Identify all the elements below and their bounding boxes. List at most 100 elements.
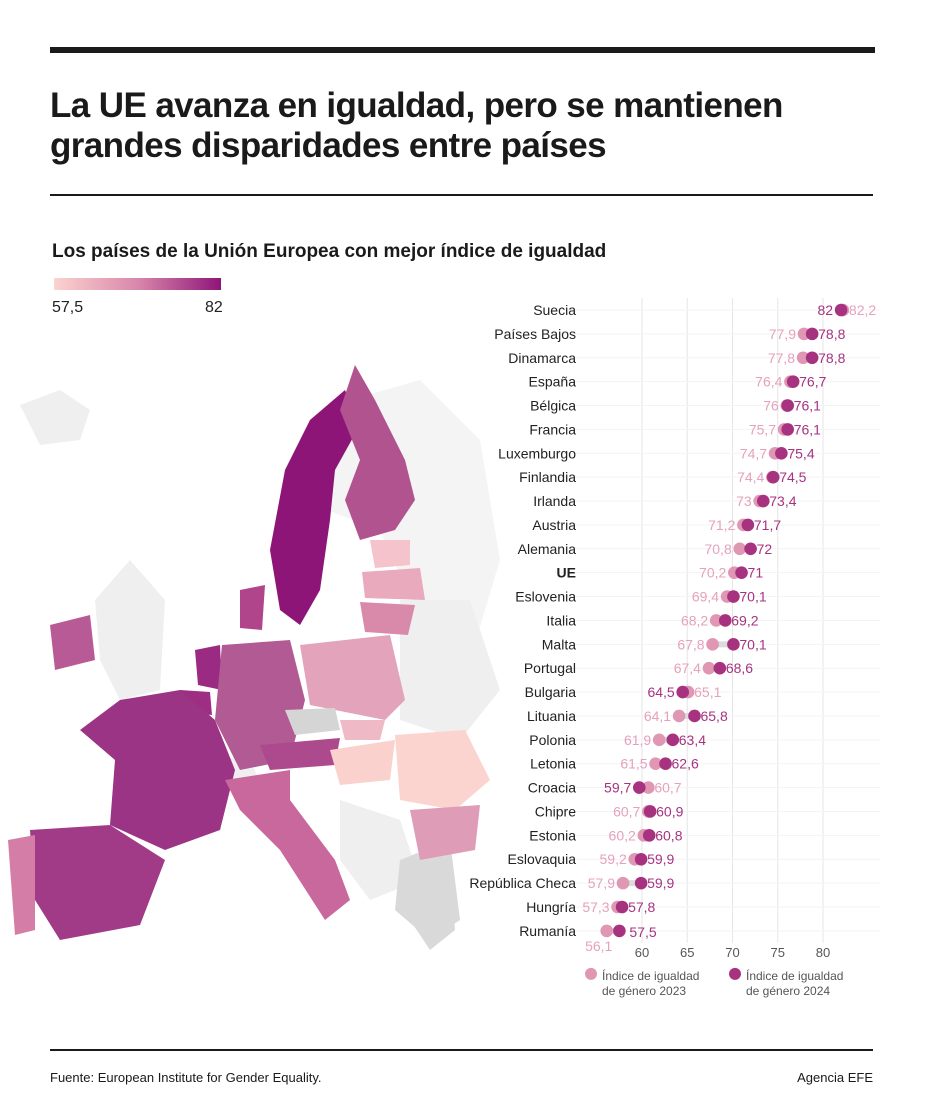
label-2024: 59,9: [647, 851, 674, 867]
label-2024: 76,1: [794, 398, 821, 414]
label-2023: 57,3: [582, 899, 609, 915]
country-bulgaria: [410, 805, 480, 860]
x-tick-label: 60: [635, 945, 649, 960]
label-2023: 82,2: [849, 302, 876, 318]
label-2023: 56,1: [585, 938, 612, 954]
dot-2024: [688, 709, 701, 723]
label-2024: 63,4: [679, 732, 706, 748]
dot-2024: [632, 781, 646, 794]
country-greece: [400, 860, 455, 950]
dot-2024: [781, 423, 795, 436]
label-2023: 74,4: [737, 469, 764, 485]
dot-2024: [676, 685, 690, 699]
country-label: Lituania: [527, 708, 576, 724]
label-2024: 62,6: [672, 756, 699, 772]
dot-2024: [744, 542, 757, 556]
label-2024: 73,4: [769, 493, 796, 509]
country-label: Estonia: [529, 827, 576, 843]
label-2024: 78,8: [818, 326, 845, 342]
dot-2023: [702, 661, 716, 675]
country-label: Hungría: [526, 899, 576, 915]
country-label: Dinamarca: [508, 350, 576, 366]
dot-2023: [649, 757, 662, 771]
dot-2024: [756, 494, 770, 508]
dot-2024: [805, 351, 819, 365]
x-tick-label: 70: [725, 945, 739, 960]
footer-rule: [50, 1049, 873, 1051]
country-france: [80, 690, 235, 850]
chart-subtitle: Los países de la Unión Europea con mejor…: [52, 241, 607, 262]
dot-2024: [634, 852, 648, 866]
label-2023: 76,4: [755, 374, 782, 390]
label-2024: 71,7: [754, 517, 781, 533]
dot-2023: [709, 614, 723, 627]
dot-2024: [613, 924, 626, 938]
country-netherlands: [195, 645, 222, 690]
legend-swatch-2023: [585, 967, 597, 980]
label-2023: 61,5: [620, 756, 647, 772]
dot-2024: [642, 829, 656, 842]
dot-2024: [781, 399, 795, 412]
dot-2024: [727, 638, 740, 651]
page-title: La UE avanza en igualdad, pero se mantie…: [50, 86, 783, 165]
country-czechia: [285, 708, 340, 735]
country-germany: [215, 640, 305, 770]
dot-2024: [766, 470, 780, 484]
x-tick-label: 65: [680, 945, 694, 960]
label-2024: 64,5: [647, 684, 674, 700]
country-label: España: [529, 374, 577, 390]
label-2023: 64,1: [644, 708, 671, 724]
label-2024: 69,2: [731, 612, 758, 628]
label-2024: 60,8: [655, 827, 682, 843]
label-2024: 75,4: [787, 445, 814, 461]
country-ireland: [50, 615, 95, 670]
map-color-scale: [54, 278, 221, 290]
label-2023: 65,1: [694, 684, 721, 700]
dot-2024: [713, 661, 727, 675]
dot-2024: [718, 614, 732, 627]
legend-label-line2: de género 2024: [746, 984, 830, 998]
label-2024: 59,7: [604, 780, 631, 796]
country-label: Francia: [529, 421, 576, 437]
label-2023: 60,2: [609, 827, 636, 843]
map-scale-min: 57,5: [52, 299, 84, 316]
country-label: República Checa: [469, 875, 576, 891]
dot-2023: [796, 351, 810, 365]
top-rule: [50, 47, 875, 53]
country-label: Malta: [542, 636, 576, 652]
x-tick-label: 80: [816, 945, 830, 960]
label-2023: 75,7: [749, 421, 776, 437]
label-2024: 82: [818, 302, 834, 318]
country-slovakia: [340, 720, 385, 740]
country-label: Letonia: [530, 756, 576, 772]
label-2024: 68,6: [726, 660, 753, 676]
label-2024: 65,8: [700, 708, 727, 724]
country-latvia: [362, 568, 425, 600]
label-2023: 67,8: [677, 636, 704, 652]
dot-2024: [666, 733, 680, 747]
country-spain: [30, 825, 165, 940]
country-label: Croacia: [528, 780, 576, 796]
label-2023: 71,2: [708, 517, 735, 533]
legend-swatch-2024: [729, 967, 741, 980]
dot-2024: [643, 805, 657, 818]
dot-2024: [786, 375, 800, 388]
country-label: UE: [557, 565, 576, 581]
country-lithuania: [360, 602, 415, 635]
legend-label-line2: de género 2023: [602, 984, 686, 998]
country-label: Luxemburgo: [498, 445, 576, 461]
country-poland: [300, 635, 405, 720]
country-label: Austria: [532, 517, 576, 533]
dot-2024: [615, 900, 629, 914]
dot-2024: [805, 327, 819, 341]
dot-2024: [834, 303, 848, 317]
label-2024: 70,1: [739, 636, 766, 652]
dot-2023: [652, 733, 666, 747]
label-2023: 61,9: [624, 732, 651, 748]
country-label: Finlandia: [519, 469, 576, 485]
label-2024: 57,8: [628, 899, 655, 915]
label-2024: 72: [757, 541, 773, 557]
dot-2024: [735, 566, 748, 579]
label-2024: 70,1: [739, 589, 766, 605]
